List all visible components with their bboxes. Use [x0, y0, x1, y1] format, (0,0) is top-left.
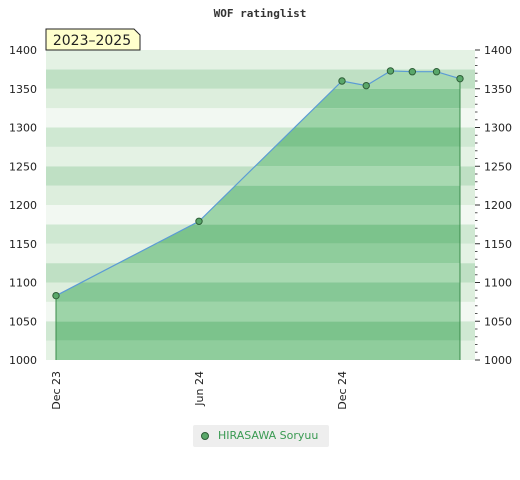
- area-band: [56, 282, 460, 302]
- x-tick-label: Dec 24: [336, 371, 349, 410]
- data-point: [338, 77, 346, 85]
- data-point: [195, 217, 203, 225]
- legend-label: HIRASAWA Soryuu: [218, 429, 319, 442]
- series-line: [55, 70, 461, 297]
- area-band: [56, 243, 460, 264]
- data-points: [52, 67, 464, 300]
- y-tick-label: 1150: [9, 238, 37, 251]
- y-tick-label: 1000: [9, 354, 37, 367]
- y-tick-label-right: 1250: [484, 160, 512, 173]
- y-tick-label-right: 1100: [484, 277, 512, 290]
- data-point: [386, 67, 395, 75]
- y-tick-label-right: 1400: [484, 44, 512, 57]
- y-tick-label-right: 1000: [484, 354, 512, 367]
- area-band: [56, 321, 460, 341]
- y-tick-label-right: 1150: [484, 238, 512, 251]
- y-tick-label: 1300: [9, 122, 37, 135]
- y-axis-left: 1000 1050 1100 1150 1200 1250 1300 1350 1400: [9, 44, 37, 367]
- data-point: [456, 74, 464, 83]
- x-axis: Dec 23 Jun 24 Dec 24: [50, 371, 349, 410]
- area-band: [56, 263, 460, 283]
- y-tick-label: 1100: [9, 277, 37, 290]
- data-point: [52, 291, 60, 300]
- year-range-badge: 2023–2025: [45, 28, 141, 51]
- y-tick-label-right: 1300: [484, 122, 512, 135]
- y-tick-label: 1350: [9, 83, 37, 96]
- badge-text: 2023–2025: [53, 33, 131, 49]
- area-band: [56, 301, 460, 322]
- y-tick-label-right: 1200: [484, 199, 512, 212]
- y-axis-right: 1000 1050 1100 1150 1200 1250 1300 1350 1400: [475, 44, 512, 367]
- chart-title: WOF ratinglist: [214, 7, 307, 20]
- x-tick-label: Jun 24: [193, 371, 206, 407]
- grid-band: [46, 50, 475, 70]
- x-tick-label: Dec 23: [50, 371, 63, 410]
- y-tick-label-right: 1350: [484, 83, 512, 96]
- legend-marker: [201, 432, 209, 440]
- legend: HIRASAWA Soryuu: [193, 425, 329, 447]
- badge-box: [45, 28, 141, 51]
- y-tick-label-right: 1050: [484, 315, 512, 328]
- data-point: [432, 68, 441, 76]
- data-point: [362, 81, 370, 90]
- area-band: [56, 340, 460, 360]
- data-point: [408, 68, 417, 76]
- y-tick-label: 1050: [9, 315, 37, 328]
- y-tick-label: 1200: [9, 199, 37, 212]
- y-tick-label: 1400: [9, 44, 37, 57]
- y-tick-label: 1250: [9, 160, 37, 173]
